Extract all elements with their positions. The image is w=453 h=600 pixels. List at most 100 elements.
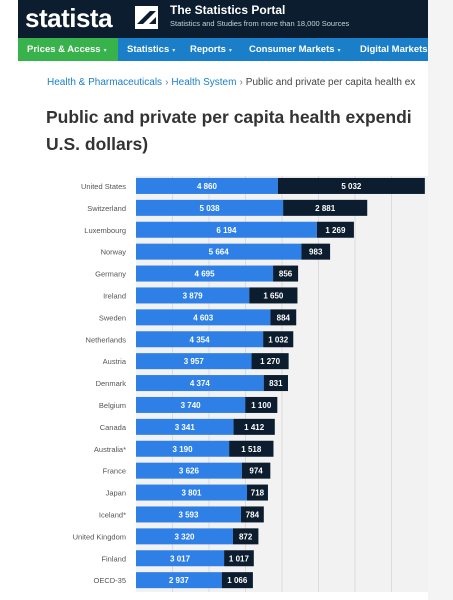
data-label: 4 374 (190, 379, 211, 388)
category-label: Belgium (99, 401, 126, 410)
bar-public (136, 199, 284, 216)
category-label: Luxembourg (84, 226, 126, 235)
bar-public (136, 287, 250, 304)
category-label: Sweden (99, 313, 126, 322)
portal-subtitle: Statistics and Studies from more than 18… (170, 19, 350, 28)
portal-title: The Statistics Portal (170, 3, 286, 17)
breadcrumb-separator: › (165, 77, 169, 88)
bar-private (224, 550, 254, 567)
bar-private (240, 506, 264, 523)
data-label: 3 341 (175, 423, 196, 432)
category-label: United States (81, 182, 126, 191)
data-label: 1 518 (241, 445, 262, 454)
page-title: Public and private per capita health exp… (46, 104, 428, 158)
bar-public (136, 331, 264, 348)
bar-public (136, 418, 234, 435)
chevron-down-icon: ▾ (228, 48, 232, 54)
bar-public (136, 265, 274, 282)
data-label: 3 740 (181, 401, 202, 410)
category-label: Germany (95, 270, 126, 279)
data-label: 3 626 (179, 467, 200, 476)
bar-public (136, 440, 230, 457)
nav-reports[interactable]: Reports ▾ (190, 44, 232, 55)
category-label: Switzerland (87, 204, 126, 213)
page-title-line2: U.S. dollars) (46, 134, 149, 154)
category-label: France (103, 467, 126, 476)
data-label: 1 100 (251, 401, 272, 410)
bar-private (273, 265, 299, 282)
data-label: 718 (251, 489, 265, 498)
page-edge (428, 0, 453, 600)
data-label: 4 354 (190, 335, 211, 344)
category-label: Canada (100, 423, 127, 432)
breadcrumb-current: Public and private per capita health ex (245, 77, 416, 88)
data-label: 4 860 (197, 182, 218, 191)
bar-private (245, 396, 278, 413)
data-label: 974 (249, 467, 263, 476)
bar-public (136, 550, 225, 567)
nav-digital-markets[interactable]: Digital Markets (360, 44, 428, 55)
bar-public (136, 353, 252, 370)
data-label: 4 603 (193, 313, 214, 322)
category-label: Australia* (94, 445, 126, 454)
bar-private (283, 199, 368, 216)
bar-public (136, 462, 242, 479)
statista-logo-icon[interactable] (135, 6, 158, 29)
bar-public (136, 309, 271, 326)
data-label: 872 (239, 532, 253, 541)
bar-private (301, 243, 331, 260)
data-label: 884 (277, 313, 291, 322)
statista-logo[interactable]: statista (25, 3, 113, 33)
data-label: 1 650 (263, 291, 284, 300)
data-label: 3 320 (174, 532, 195, 541)
chevron-down-icon: ▾ (103, 48, 107, 54)
bar-private (263, 331, 294, 348)
bar-public (136, 528, 233, 545)
category-label: Netherlands (86, 335, 127, 344)
bar-private (249, 287, 298, 304)
data-label: 3 879 (183, 291, 204, 300)
data-label: 1 066 (227, 576, 248, 585)
nav-statistics[interactable]: Statistics ▾ (127, 44, 176, 55)
category-label: Japan (106, 489, 126, 498)
data-label: 3 957 (184, 357, 205, 366)
category-label: Iceland* (99, 510, 126, 519)
main-nav: Prices & Access ▾ Statistics ▾ Reports ▾ Co… (18, 38, 428, 61)
category-label: United Kingdom (73, 532, 126, 541)
bar-public (136, 243, 302, 260)
data-label: 5 038 (200, 204, 221, 213)
data-label: 2 937 (169, 576, 190, 585)
data-label: 1 032 (268, 335, 289, 344)
data-label: 2 881 (315, 204, 336, 213)
bar-public (136, 396, 246, 413)
data-label: 784 (246, 510, 260, 519)
data-label: 831 (269, 379, 283, 388)
chevron-down-icon: ▾ (172, 48, 176, 54)
category-label: Austria (103, 357, 127, 366)
bar-private (229, 440, 274, 457)
category-label: Norway (101, 248, 127, 257)
bar-public (136, 375, 264, 392)
bar-public (136, 484, 247, 501)
data-label: 983 (309, 248, 323, 257)
breadcrumb-health-pharma[interactable]: Health & Pharmaceuticals (47, 77, 163, 88)
bar-private (233, 418, 275, 435)
data-label: 4 695 (195, 270, 216, 279)
bar-public (136, 572, 222, 589)
bar-private (221, 572, 253, 589)
data-label: 3 190 (173, 445, 194, 454)
nav-consumer-markets[interactable]: Consumer Markets ▾ (249, 44, 341, 55)
data-label: 1 017 (229, 554, 250, 563)
category-label: Finland (101, 554, 126, 563)
data-label: 3 593 (178, 510, 199, 519)
page-title-line1: Public and private per capita health exp… (46, 107, 412, 127)
bar-public (136, 221, 317, 238)
bar-private (270, 309, 297, 326)
bar-private (232, 528, 259, 545)
bar-private (251, 353, 289, 370)
nav-prices-access[interactable]: Prices & Access ▾ (18, 38, 118, 61)
data-label: 1 270 (260, 357, 281, 366)
category-label: OECD-35 (93, 576, 126, 585)
bar-private (241, 462, 271, 479)
breadcrumb-health-system[interactable]: Health System (171, 77, 237, 88)
